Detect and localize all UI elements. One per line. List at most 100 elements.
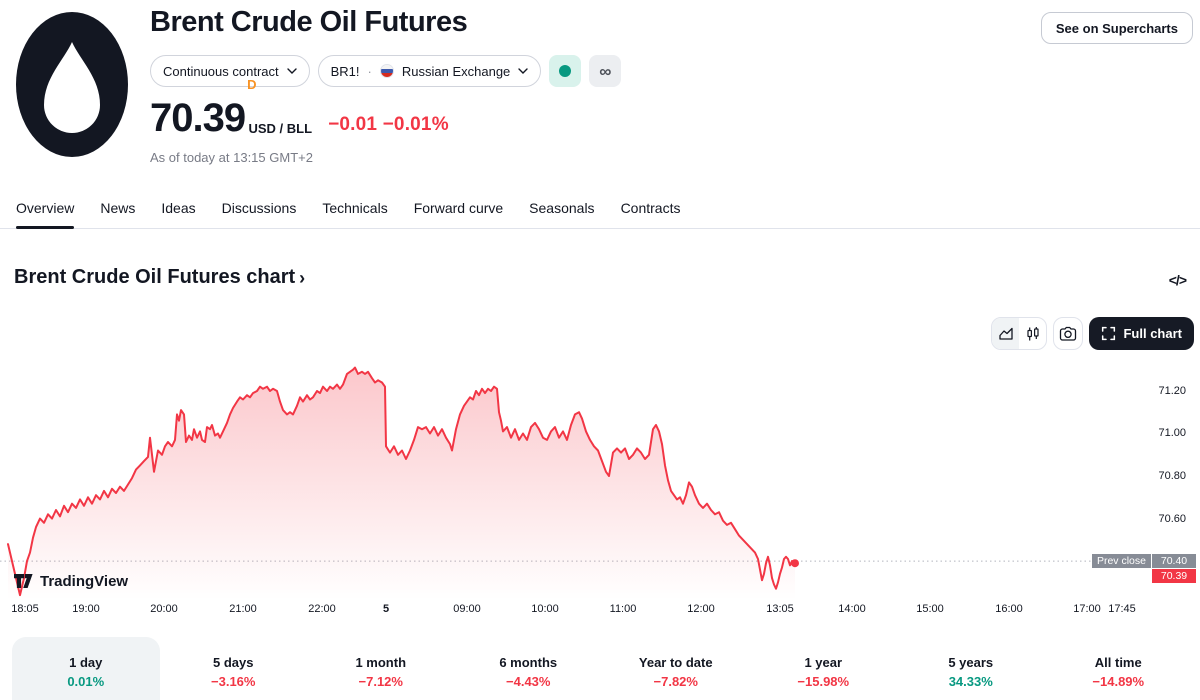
symbol-controls: Continuous contract BR1! · Russian Excha… [150,55,622,87]
price-change: −0.01 −0.01% [328,114,449,135]
separator-dot: · [367,63,372,79]
period-change: −3.16% [211,674,256,689]
chart-type-switcher [991,317,1048,350]
period-change: −7.82% [653,674,698,689]
period-selector: 1 day 0.01% 5 days −3.16% 1 month −7.12% 6 mon… [12,637,1192,700]
embed-code-icon[interactable]: </> [1168,272,1187,288]
x-tick: 20:00 [150,603,178,615]
x-tick: 5 [382,603,390,615]
period-5-days[interactable]: 5 days −3.16% [160,637,308,700]
candles-chart-type-button[interactable] [1019,318,1046,349]
period-change: −7.12% [358,674,403,689]
period-label: 5 years [948,655,994,670]
period-label: Year to date [638,655,713,670]
price-chart[interactable] [0,358,1150,600]
x-tick: 17:00 [1073,603,1101,615]
x-tick: 10:00 [531,603,559,615]
chart-section-title[interactable]: Brent Crude Oil Futures chart › [14,266,306,288]
price-unit: USD / BLL [248,121,313,136]
candles-icon [1027,326,1039,340]
tab-ideas[interactable]: Ideas [161,200,196,216]
market-open-dot-icon [559,65,572,77]
tab-technicals[interactable]: Technicals [322,200,388,216]
prev-close-value: 70.40 [1152,554,1196,568]
exchange-name: Russian Exchange [401,63,511,79]
infinity-icon: ∞ [599,61,612,81]
chevron-down-icon [286,68,297,74]
last-price: 70.39 [150,96,246,140]
snapshot-button[interactable] [1053,317,1084,350]
x-tick: 12:00 [687,603,715,615]
x-tick: 17:45 [1108,603,1136,615]
x-tick: 22:00 [308,603,336,615]
chart-toolbar: Full chart [991,317,1194,350]
x-tick: 11:00 [609,603,637,615]
x-tick: 19:00 [72,603,100,615]
full-chart-button[interactable]: Full chart [1089,317,1194,350]
x-tick: 14:00 [838,603,866,615]
prev-close-badge: Prev close 70.40 [1091,554,1196,568]
period-label: All time [1094,655,1142,670]
x-tick: 09:00 [453,603,481,615]
period-label: 1 year [804,655,843,670]
period-change: 0.01% [67,674,105,689]
tab-seasonals[interactable]: Seasonals [529,200,595,216]
delayed-data-flag: D [247,77,257,92]
price-line [7,366,796,597]
period-5-years[interactable]: 5 years 34.33% [897,637,1045,700]
period-label: 1 month [355,655,407,670]
area-chart-type-button[interactable] [992,318,1020,349]
period-change: −4.43% [506,674,551,689]
area-fill [8,367,795,600]
symbol-exchange-dropdown[interactable]: BR1! · Russian Exchange [317,55,542,87]
period-6-months[interactable]: 6 months −4.43% [455,637,603,700]
x-tick: 18:05 [11,603,39,615]
russia-flag-icon [379,64,394,78]
period-change: −14.89% [1092,674,1145,689]
x-tick: 13:05 [766,603,794,615]
period-label: 1 day [69,655,103,670]
symbol-logo [16,12,128,162]
see-on-supercharts-button[interactable]: See on Supercharts [1040,12,1193,44]
market-open-status-button[interactable] [549,55,582,87]
tradingview-watermark[interactable]: TradingView [14,573,128,590]
y-tick: 70.80 [1158,470,1186,482]
tab-contracts[interactable]: Contracts [620,200,681,216]
contract-dropdown[interactable]: Continuous contract [150,55,310,87]
fullscreen-icon [1102,326,1116,341]
tab-forward-curve[interactable]: Forward curve [413,200,504,216]
infinity-button[interactable]: ∞ [589,55,622,87]
y-tick: 70.60 [1158,513,1186,525]
period-1-month[interactable]: 1 month −7.12% [307,637,455,700]
period-year-to-date[interactable]: Year to date −7.82% [602,637,750,700]
symbol-code: BR1! [330,63,360,79]
y-tick: 71.20 [1158,385,1186,397]
tab-discussions[interactable]: Discussions [221,200,297,216]
y-tick: 71.00 [1158,427,1186,439]
period-label: 6 months [499,655,558,670]
period-1-year[interactable]: 1 year −15.98% [750,637,898,700]
chevron-down-icon [518,68,528,74]
period-1-day[interactable]: 1 day 0.01% [12,637,160,700]
price-block: 70.39 D USD / BLL −0.01 −0.01% [150,77,449,140]
period-all-time[interactable]: All time −14.89% [1045,637,1193,700]
x-tick: 21:00 [229,603,257,615]
as-of-timestamp: As of today at 13:15 GMT+2 [150,150,313,165]
camera-icon [1060,326,1077,341]
x-tick: 15:00 [916,603,944,615]
last-price-badge: 70.39 [1152,569,1196,583]
x-tick: 16:00 [995,603,1023,615]
period-label: 5 days [213,655,254,670]
tradingview-logo-icon [14,574,33,588]
tab-news[interactable]: News [100,200,136,216]
page-title: Brent Crude Oil Futures [150,6,468,38]
last-price-marker [791,559,799,568]
area-chart-icon [999,327,1013,340]
period-change: −15.98% [797,674,850,689]
period-change: 34.33% [948,674,993,689]
prev-close-label: Prev close [1091,554,1151,568]
contract-dropdown-label: Continuous contract [163,63,279,79]
tabs: Overview News Ideas Discussions Technicals Fo… [0,196,1200,229]
tab-overview[interactable]: Overview [16,196,75,229]
